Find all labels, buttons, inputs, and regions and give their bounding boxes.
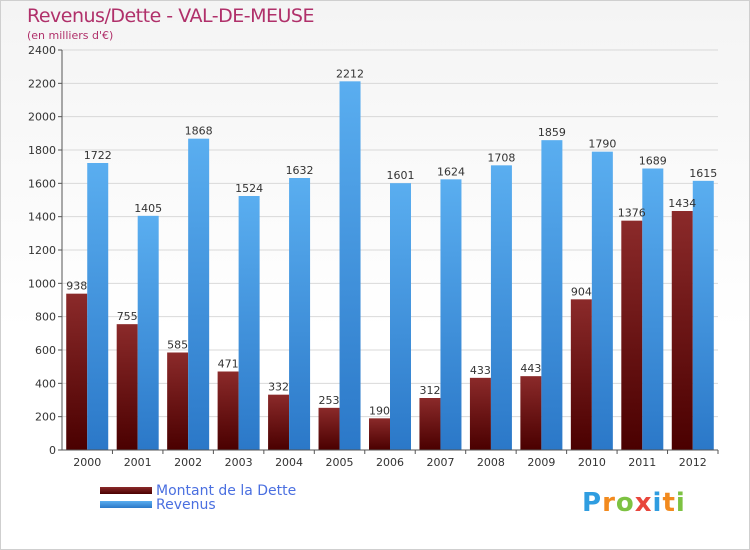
x-tick-label: 2007 bbox=[426, 456, 454, 469]
x-tick-label: 2010 bbox=[578, 456, 606, 469]
x-tick-label: 2004 bbox=[275, 456, 303, 469]
bar-revenus bbox=[339, 81, 361, 450]
data-label-revenus: 1859 bbox=[538, 126, 566, 139]
data-label-dette: 938 bbox=[66, 280, 87, 293]
data-label-dette: 312 bbox=[419, 384, 440, 397]
x-tick-label: 2008 bbox=[477, 456, 505, 469]
bar-dette bbox=[570, 299, 592, 450]
bar-dette bbox=[469, 377, 491, 450]
data-label-revenus: 1405 bbox=[134, 202, 162, 215]
data-label-revenus: 1708 bbox=[487, 151, 515, 164]
chart-subtitle: (en milliers d'€) bbox=[27, 29, 114, 42]
data-label-dette: 332 bbox=[268, 381, 289, 394]
bar-dette bbox=[419, 398, 441, 450]
x-tick-label: 2003 bbox=[225, 456, 253, 469]
y-tick-label: 2400 bbox=[28, 44, 56, 57]
bar-revenus bbox=[490, 165, 512, 451]
y-tick-label: 2000 bbox=[28, 111, 56, 124]
bar-dette bbox=[167, 352, 189, 450]
bar-revenus bbox=[137, 215, 159, 450]
data-label-revenus: 1601 bbox=[387, 169, 415, 182]
data-label-dette: 471 bbox=[218, 358, 239, 371]
labels: 938 1722 755 1405 585 1868 471 1524 332 1632 253 22… bbox=[66, 67, 717, 417]
bar-dette bbox=[621, 220, 643, 450]
chart-title: Revenus/Dette - VAL-DE-MEUSE bbox=[27, 5, 314, 27]
data-label-revenus: 2212 bbox=[336, 67, 364, 80]
proxiti-logo: Proxiti bbox=[582, 488, 686, 518]
legend-label-revenus: Revenus bbox=[156, 497, 216, 513]
logo-letter: P bbox=[582, 488, 603, 518]
bar-dette bbox=[369, 418, 390, 450]
y-tick-label: 1600 bbox=[28, 177, 56, 190]
data-label-revenus: 1868 bbox=[185, 125, 213, 138]
logo-letter: r bbox=[602, 488, 616, 518]
legend-swatch-revenus bbox=[100, 501, 152, 508]
bar-dette bbox=[671, 211, 693, 450]
bar-revenus bbox=[390, 183, 411, 450]
bars bbox=[66, 81, 714, 451]
x-tick-label: 2011 bbox=[628, 456, 656, 469]
data-label-revenus: 1722 bbox=[84, 149, 112, 162]
data-label-revenus: 1624 bbox=[437, 165, 465, 178]
y-tick-label: 600 bbox=[35, 344, 56, 357]
bar-dette bbox=[318, 407, 340, 450]
y-tick-label: 1200 bbox=[28, 244, 56, 257]
logo-letter: x bbox=[634, 488, 653, 518]
bar-revenus bbox=[642, 168, 664, 450]
y-tick-label: 1400 bbox=[28, 211, 56, 224]
data-label-dette: 904 bbox=[571, 285, 592, 298]
x-tick-label: 2006 bbox=[376, 456, 404, 469]
logo-letter: i bbox=[675, 488, 686, 518]
data-label-revenus: 1632 bbox=[286, 164, 314, 177]
legend-label-dette: Montant de la Dette bbox=[156, 483, 297, 499]
y-tick-label: 1000 bbox=[28, 277, 56, 290]
data-label-dette: 190 bbox=[369, 404, 390, 417]
y-tick-label: 1800 bbox=[28, 144, 56, 157]
x-tick-label: 2002 bbox=[174, 456, 202, 469]
bar-revenus bbox=[87, 163, 109, 450]
bar-revenus bbox=[238, 196, 260, 450]
data-label-dette: 433 bbox=[470, 364, 491, 377]
y-tick-label: 2200 bbox=[28, 77, 56, 90]
x-tick-label: 2000 bbox=[73, 456, 101, 469]
x-tick-label: 2005 bbox=[326, 456, 354, 469]
bar-dette bbox=[520, 376, 542, 450]
bar-revenus bbox=[440, 179, 462, 451]
x-tick-label: 2012 bbox=[679, 456, 707, 469]
bar-dette bbox=[268, 394, 290, 450]
logo-letter: t bbox=[662, 488, 676, 518]
bar-revenus bbox=[591, 151, 613, 450]
legend-swatch-dette bbox=[100, 487, 152, 494]
data-label-dette: 1376 bbox=[618, 207, 646, 220]
data-label-revenus: 1790 bbox=[588, 138, 616, 151]
data-label-dette: 755 bbox=[117, 310, 138, 323]
y-tick-label: 800 bbox=[35, 311, 56, 324]
data-label-revenus: 1615 bbox=[689, 167, 717, 180]
bar-revenus bbox=[188, 138, 210, 450]
logo-letter: o bbox=[615, 488, 635, 518]
y-tick-label: 0 bbox=[49, 444, 56, 457]
bar-dette bbox=[116, 324, 138, 450]
y-tick-label: 200 bbox=[35, 411, 56, 424]
y-tick-label: 400 bbox=[35, 377, 56, 390]
bar-dette bbox=[217, 371, 239, 450]
bar-revenus bbox=[541, 140, 563, 450]
data-label-dette: 443 bbox=[520, 362, 541, 375]
bar-dette bbox=[66, 293, 88, 450]
data-label-revenus: 1524 bbox=[235, 182, 263, 195]
data-label-revenus: 1689 bbox=[639, 155, 667, 168]
bar-revenus bbox=[692, 180, 714, 451]
logo-letter: i bbox=[652, 488, 663, 518]
x-tick-label: 2001 bbox=[124, 456, 152, 469]
x-tick-label: 2009 bbox=[527, 456, 555, 469]
data-label-dette: 253 bbox=[319, 394, 340, 407]
data-label-dette: 585 bbox=[167, 339, 188, 352]
data-label-dette: 1434 bbox=[668, 197, 696, 210]
axes: 0 200 400 600 800 1000 1200 1400 1600 1800 2000 220… bbox=[28, 44, 719, 469]
bar-revenus bbox=[289, 178, 311, 450]
